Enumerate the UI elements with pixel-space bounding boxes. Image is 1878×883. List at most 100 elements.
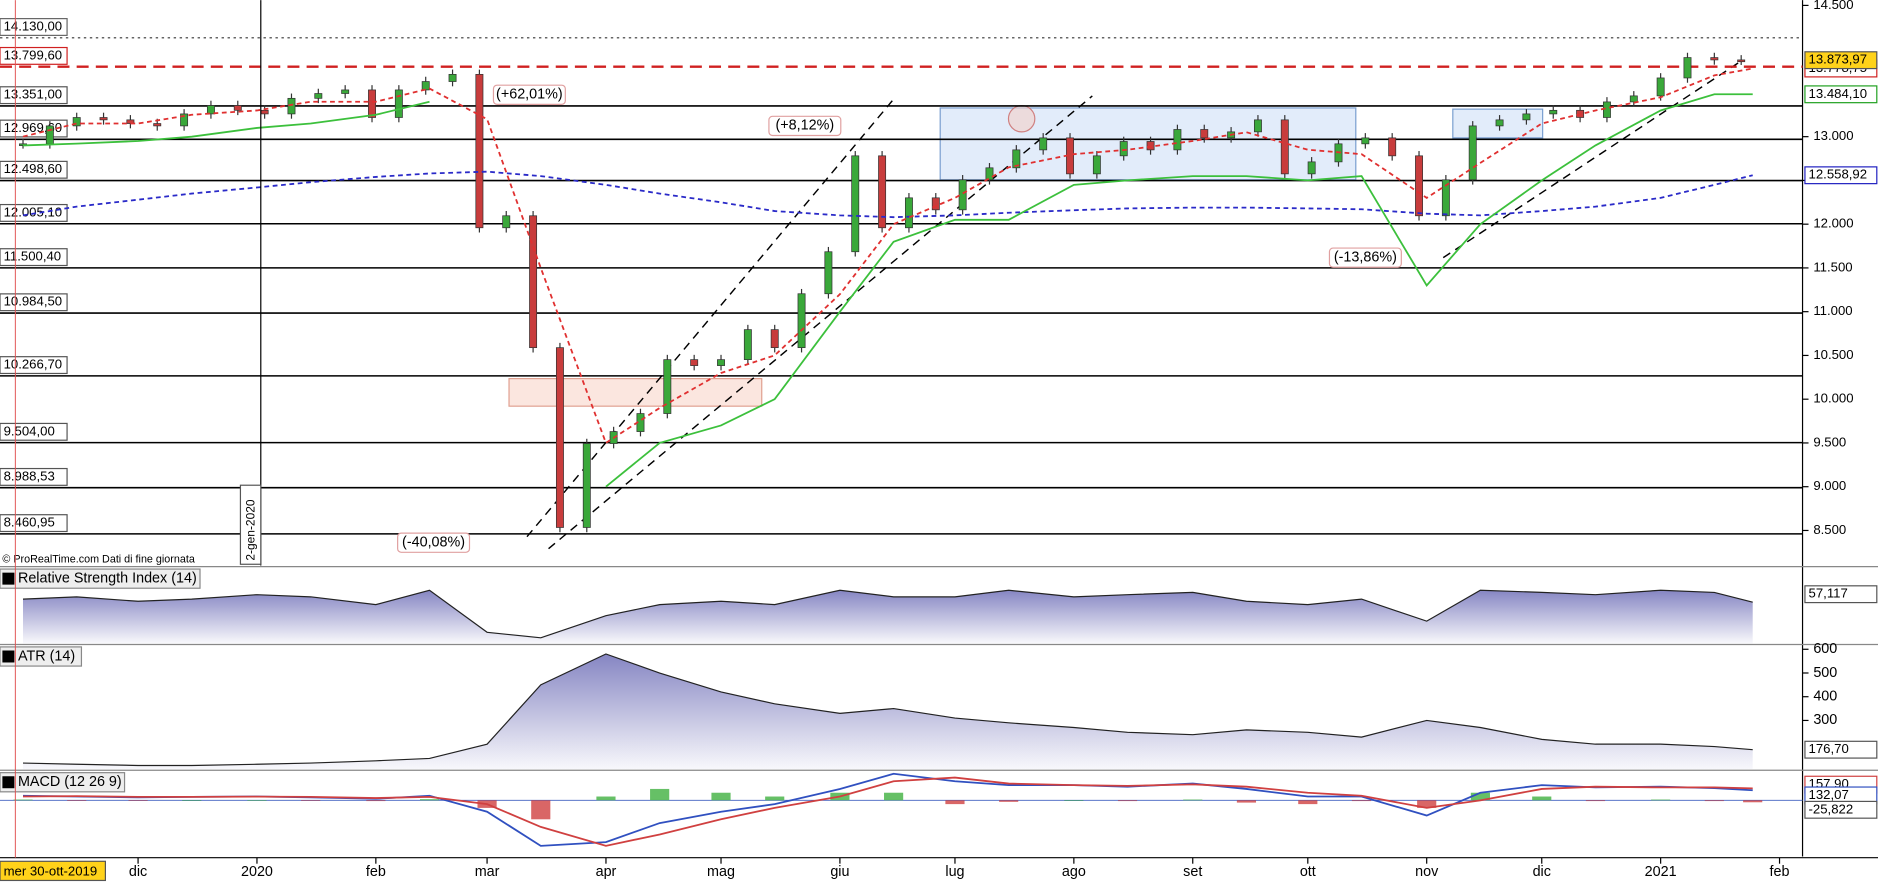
candle [448, 73, 457, 82]
candle [1307, 161, 1316, 175]
candle [206, 105, 215, 115]
panel-header-icon [2, 776, 15, 789]
panel-header: MACD (12 26 9) [18, 774, 122, 790]
annotation-box [397, 532, 471, 553]
annotation-box [768, 115, 842, 137]
panel-header-box [0, 772, 126, 793]
candle [985, 167, 994, 181]
histogram-bar [1417, 800, 1437, 808]
candle [878, 155, 887, 229]
candle [1200, 129, 1209, 139]
histogram-bar [301, 800, 321, 801]
candle [582, 443, 591, 528]
panel-header-box [0, 646, 83, 667]
histogram-bar [1064, 800, 1084, 801]
candle [421, 81, 430, 91]
y-tick-label: 10.500 [1813, 347, 1853, 362]
candle [394, 89, 403, 118]
candle [1039, 137, 1048, 151]
x-tick-label: 2020 [241, 864, 273, 880]
cursor-label: 2-gen-2020 [243, 499, 257, 561]
atr-last-label: 176,70 [1809, 741, 1849, 756]
panel-header: Relative Strength Index (14) [18, 570, 197, 586]
candle [1656, 77, 1665, 97]
level-label-box [0, 514, 68, 533]
macd-last-label: 132,07 [1809, 787, 1849, 802]
annotation-box [492, 84, 566, 105]
candle [1146, 141, 1155, 151]
candle [1092, 155, 1101, 175]
candle [1737, 59, 1746, 63]
candle [1012, 149, 1021, 169]
macd-last-label-box [1804, 800, 1878, 819]
annotation-box [1328, 247, 1402, 268]
level-label: 12.005,10 [4, 204, 63, 219]
panel-header-icon [2, 572, 15, 585]
histogram-bar [13, 799, 33, 801]
level-label: 13.351,00 [4, 87, 63, 102]
x-tick-label: set [1183, 864, 1202, 880]
y-tick-label: 13.000 [1813, 128, 1853, 143]
level-label: 10.984,50 [4, 294, 63, 309]
x-tick-label: mag [707, 864, 735, 880]
level-label-box [0, 46, 68, 65]
candle [1602, 101, 1611, 118]
rsi-last-label: 57,117 [1809, 586, 1848, 601]
series-line [605, 93, 1753, 488]
x-tick-label: feb [366, 864, 386, 880]
candle [1441, 179, 1450, 217]
candle [368, 89, 376, 118]
candle [824, 251, 833, 295]
candle [690, 359, 699, 366]
histogram-bar [1651, 799, 1671, 801]
series-line [22, 100, 430, 147]
candle [287, 97, 296, 115]
histogram-bar [765, 796, 785, 801]
y-tick-label: 300 [1813, 712, 1837, 728]
y-tick-label: 11.000 [1813, 303, 1852, 318]
level-label-box [0, 356, 68, 375]
candle [529, 215, 538, 349]
y-tick-label: 12.000 [1813, 216, 1853, 231]
candle [851, 155, 860, 253]
histogram-bar [531, 800, 551, 820]
candle [341, 89, 350, 94]
candle [1629, 95, 1638, 103]
candle [1468, 125, 1477, 181]
histogram-bar [1743, 800, 1763, 803]
candle [770, 329, 779, 349]
x-tick-label: feb [1770, 864, 1790, 880]
price-marker-label-box [1804, 85, 1878, 104]
y-tick-label: 500 [1813, 665, 1837, 681]
candle [717, 359, 725, 366]
candle [1683, 57, 1692, 79]
x-tick-label: nov [1415, 864, 1439, 880]
candle [743, 329, 752, 360]
level-label-box [0, 160, 68, 179]
y-tick-label: 400 [1813, 689, 1837, 705]
x-tick-label: mar [475, 864, 500, 880]
cursor-date: mer 30-ott-2019 [4, 864, 98, 879]
level-label: 14.130,00 [4, 18, 63, 33]
annotation: (-40,08%) [402, 535, 465, 551]
candle [1522, 113, 1531, 121]
histogram-bar [650, 788, 670, 801]
series-line [22, 170, 1753, 219]
level-label: 8.460,95 [4, 515, 55, 530]
histogram-bar [1532, 796, 1552, 801]
y-tick-label: 11.500 [1813, 259, 1852, 274]
level-label: 9.504,00 [4, 423, 55, 438]
level-label-box [0, 248, 68, 267]
histogram-bar [1470, 792, 1490, 801]
annotation: (+8,12%) [776, 118, 835, 134]
x-tick-label: ago [1062, 864, 1086, 880]
candle [153, 123, 162, 127]
level-label: 13.799,60 [4, 47, 63, 62]
histogram-bar [711, 792, 731, 801]
x-tick-label: 2021 [1645, 864, 1677, 880]
histogram-bar [182, 800, 202, 801]
x-tick-label: dic [129, 864, 147, 880]
histogram-bar [366, 800, 386, 802]
x-tick-label: dic [1533, 864, 1551, 880]
rsi-last-label-box [1804, 585, 1878, 604]
